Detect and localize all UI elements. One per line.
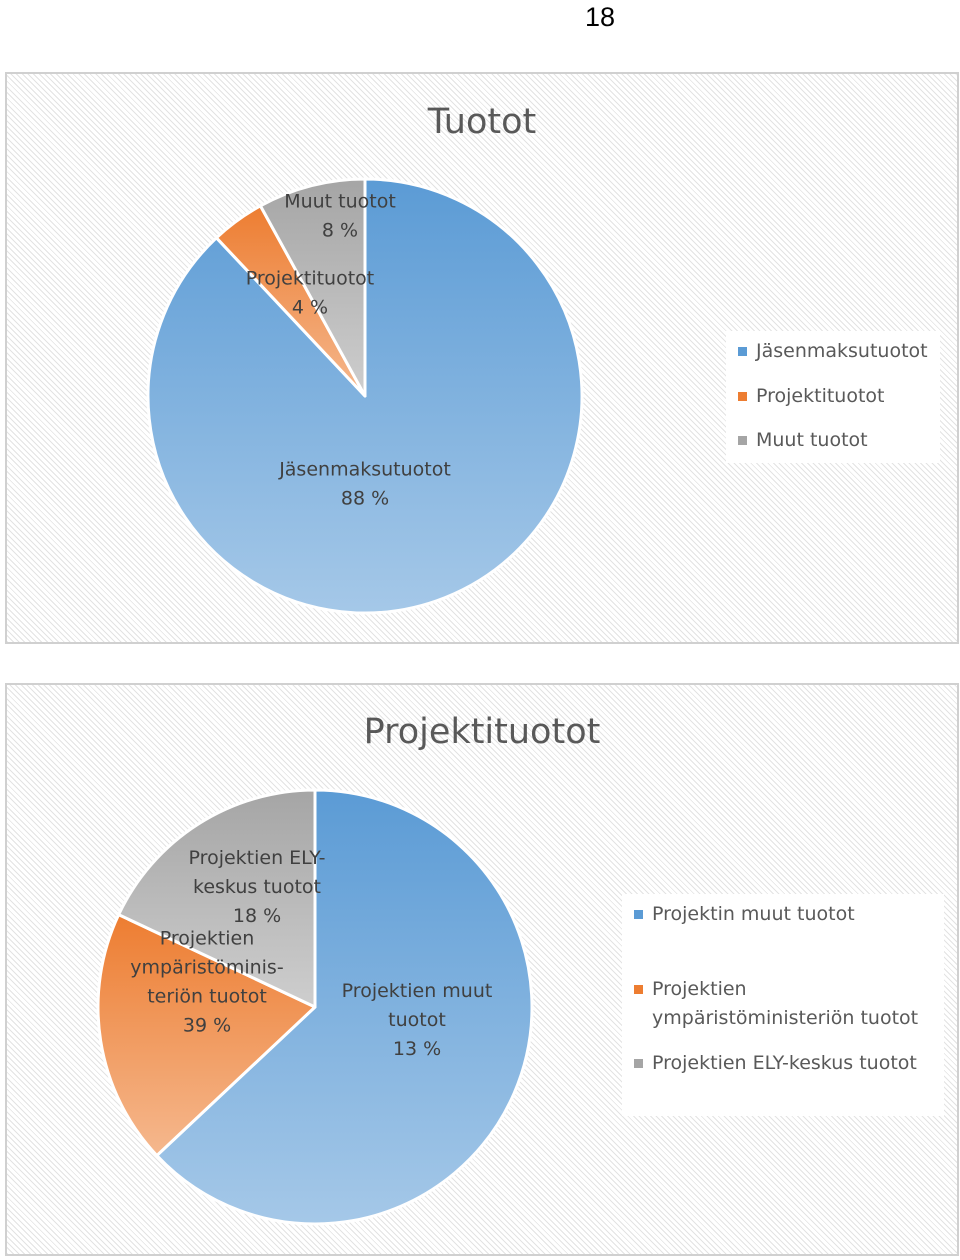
legend-item: Projektin muut tuotot xyxy=(634,900,855,929)
legend-item: Jäsenmaksutuotot xyxy=(738,337,928,366)
pie-slice xyxy=(155,788,534,1226)
chart-tuotot: Tuotot Jäsenmaksutuotot 88 % Projektituotot… xyxy=(5,72,959,644)
pie-slice xyxy=(117,788,317,1009)
chart-title: Projektituotot xyxy=(364,712,601,752)
legend-swatch xyxy=(738,436,747,445)
chart-title: Tuotot xyxy=(427,102,537,142)
legend-swatch xyxy=(634,985,643,994)
slice-data-label: Projektien ELY-keskus tuotot 18 % xyxy=(189,847,326,927)
legend-swatch xyxy=(738,392,747,401)
legend-swatch xyxy=(634,910,643,919)
slice-data-label: Projektituotot 4 % xyxy=(246,268,374,319)
legend-item: Projektituotot xyxy=(738,382,884,411)
slice-data-label: Muut tuotot 8 % xyxy=(284,191,396,242)
legend-tuotot: Jäsenmaksutuotot Projektituotot Muut tuoto… xyxy=(726,331,940,463)
legend-projektituotot: Projektin muut tuotot Projektien ympäristö… xyxy=(622,894,944,1116)
legend-label: Projektituotot xyxy=(756,385,885,407)
legend-swatch xyxy=(738,347,747,356)
slice-data-label: Jäsenmaksutuotot 88 % xyxy=(278,459,451,510)
pie-chart-tuotot: Tuotot Jäsenmaksutuotot 88 % Projektituotot… xyxy=(146,102,584,615)
legend-label: Projektien xyxy=(652,978,747,1000)
legend-label: Muut tuotot xyxy=(756,429,868,451)
page-number: 18 xyxy=(584,2,616,32)
legend-label: ympäristöministeriön tuotot xyxy=(652,1007,919,1029)
legend-item: Muut tuotot xyxy=(738,426,868,455)
slice-data-label: Projektien ympäristöminis-teriön tuotot 39… xyxy=(130,928,283,1037)
legend-label: Jäsenmaksutuotot xyxy=(756,340,928,362)
legend-item: Projektien ELY-keskus tuotot xyxy=(634,1049,917,1078)
legend-item: Projektien ympäristöministeriön tuotot xyxy=(634,975,918,1033)
legend-label: Projektin muut tuotot xyxy=(652,903,855,925)
legend-label: Projektien ELY-keskus tuotot xyxy=(652,1052,917,1074)
legend-swatch xyxy=(634,1059,643,1068)
chart-projektituotot: Projektituotot Projektien muut tuotot 13 % P… xyxy=(5,683,959,1256)
slice-data-label: Projektien muut tuotot 13 % xyxy=(342,980,493,1060)
pie-slice xyxy=(96,913,317,1158)
pie-slice xyxy=(258,177,367,398)
